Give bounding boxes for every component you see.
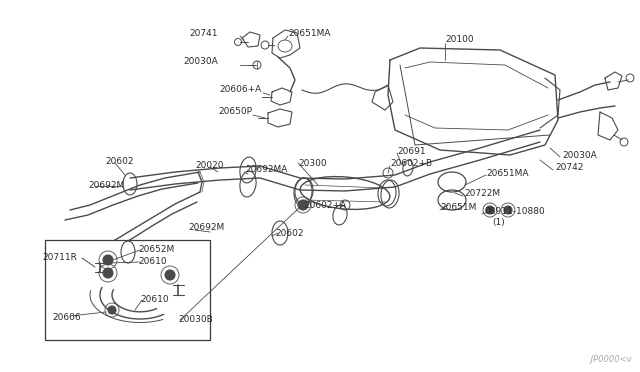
Text: 20692M: 20692M [188,224,224,232]
Text: 20711R: 20711R [42,253,77,263]
Text: 20602: 20602 [275,230,303,238]
Text: 20610: 20610 [138,257,166,266]
Text: 20722M: 20722M [464,189,500,198]
Text: 20692M: 20692M [88,180,124,189]
Text: 20742: 20742 [555,164,584,173]
Circle shape [504,206,512,214]
Circle shape [165,270,175,280]
Text: 20692MA: 20692MA [245,166,287,174]
Text: 20651M: 20651M [440,202,476,212]
Circle shape [298,200,308,210]
Circle shape [103,268,113,278]
Circle shape [108,306,116,314]
Circle shape [486,206,494,214]
Text: 20030B: 20030B [178,315,212,324]
Text: 20606: 20606 [52,314,81,323]
Text: 20650P: 20650P [218,108,252,116]
Text: 20100: 20100 [445,35,474,45]
Text: 20602+A: 20602+A [304,201,346,209]
Text: .JP0000<v: .JP0000<v [588,355,632,364]
FancyBboxPatch shape [45,240,210,340]
Text: 20651MA: 20651MA [288,29,330,38]
Text: 20652M: 20652M [138,244,174,253]
Text: 20020: 20020 [195,160,223,170]
Text: 20651MA: 20651MA [486,169,529,177]
Circle shape [103,255,113,265]
Text: 20610: 20610 [140,295,168,304]
Text: 20741: 20741 [189,29,218,38]
Text: 20030A: 20030A [183,58,218,67]
Text: 08911-10880: 08911-10880 [484,208,545,217]
Text: 20606+A: 20606+A [220,86,262,94]
Text: (1): (1) [492,218,505,227]
Text: 20300: 20300 [298,158,326,167]
Text: 20602+B: 20602+B [390,158,432,167]
Text: 20030A: 20030A [562,151,596,160]
Text: 20691: 20691 [397,147,426,155]
Text: 20602: 20602 [105,157,134,167]
